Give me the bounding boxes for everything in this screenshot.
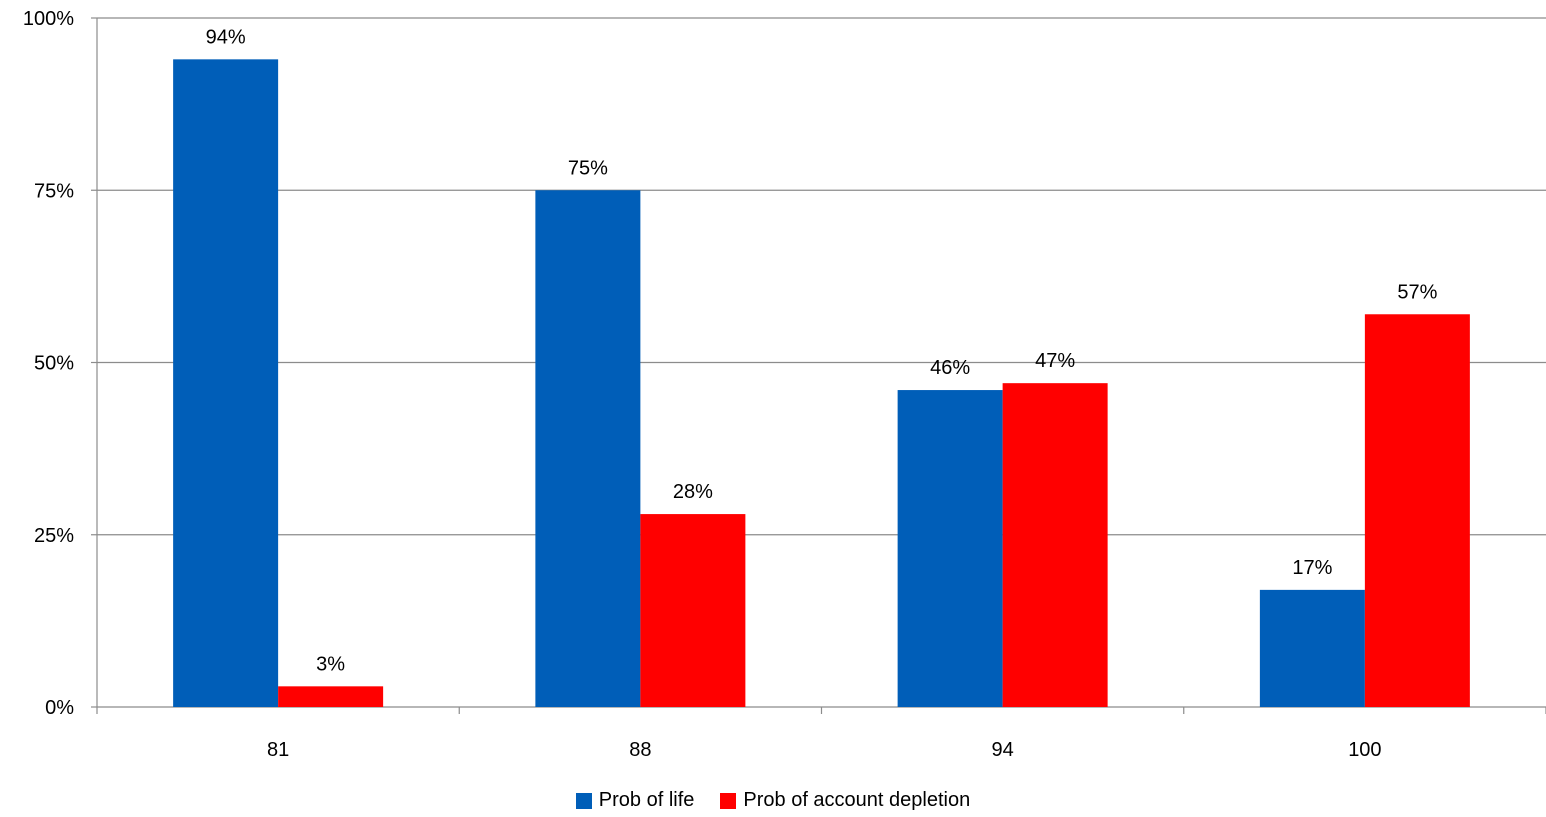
x-tick-label: 94: [992, 739, 1014, 761]
data-label: 3%: [316, 653, 345, 675]
bar-depletion-81: [278, 686, 383, 707]
bar-life-100: [1260, 590, 1365, 707]
legend-item-depletion: Prob of account depletion: [720, 789, 970, 812]
data-label: 46%: [930, 357, 970, 379]
x-tick-label: 81: [267, 739, 289, 761]
data-label: 28%: [673, 481, 713, 503]
data-label: 47%: [1035, 350, 1075, 372]
y-tick-label: 0%: [45, 697, 74, 719]
legend-swatch-life: [576, 793, 592, 809]
bar-life-81: [173, 59, 278, 707]
bar-depletion-100: [1365, 314, 1470, 707]
y-tick-label: 50%: [34, 353, 74, 375]
legend-item-life: Prob of life: [576, 789, 695, 812]
bar-depletion-94: [1003, 383, 1108, 707]
legend-label-depletion: Prob of account depletion: [743, 789, 970, 812]
x-tick-label: 88: [629, 739, 651, 761]
bar-life-94: [898, 390, 1003, 707]
bar-chart: 0% 25% 50% 75% 100% 94% 75% 46% 17% 3% 28% 47% 57% 81…: [0, 0, 1546, 785]
y-tick-label: 75%: [34, 180, 74, 202]
bar-depletion-88: [640, 514, 745, 707]
bar-life-88: [535, 190, 640, 707]
y-tick-label: 25%: [34, 525, 74, 547]
y-tick-label: 100%: [23, 8, 74, 30]
legend: Prob of life Prob of account depletion: [0, 789, 1546, 812]
legend-label-life: Prob of life: [599, 789, 695, 812]
data-label: 94%: [206, 26, 246, 48]
data-label: 57%: [1397, 281, 1437, 303]
data-label: 17%: [1292, 557, 1332, 579]
x-tick-label: 100: [1348, 739, 1381, 761]
data-label: 75%: [568, 157, 608, 179]
legend-swatch-depletion: [720, 793, 736, 809]
